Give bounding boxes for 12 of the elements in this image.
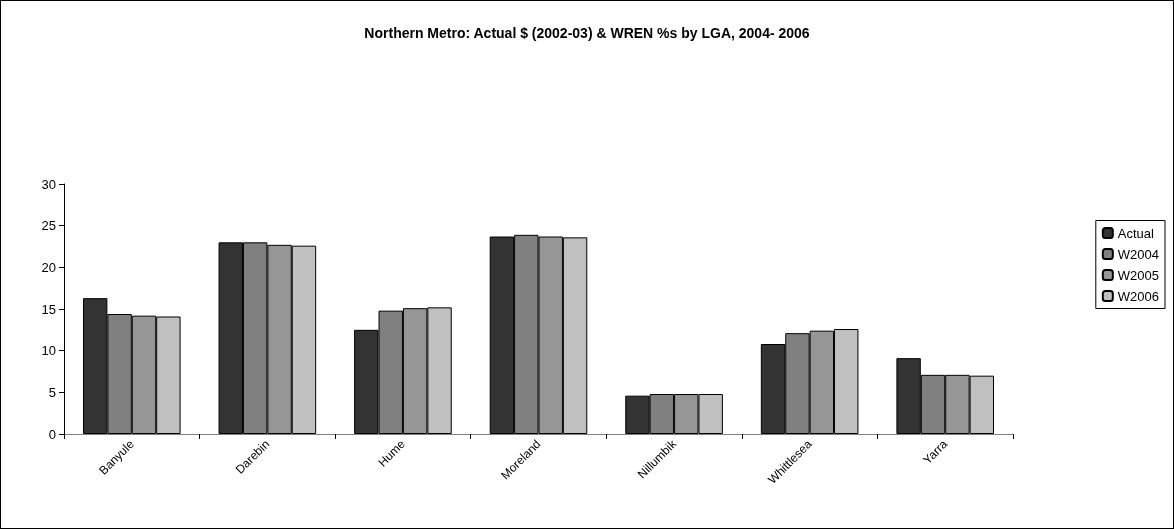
y-tick-label: 20 [41,259,56,275]
y-tick-label: 5 [48,384,56,400]
y-tick-label: 25 [41,218,56,234]
legend-label: W2005 [1117,267,1160,283]
y-tick-label: 0 [48,426,56,442]
y-tick-label: 15 [41,301,56,317]
legend-label: Actual [1117,225,1155,241]
chart-title: Northern Metro: Actual $ (2002-03) & WREN %s by LGA, 2004- 2006 [364,25,810,41]
y-tick-label: 30 [41,176,56,192]
y-tick-label: 10 [41,343,56,359]
legend-label: W2004 [1117,246,1160,262]
legend-label: W2006 [1117,288,1160,304]
